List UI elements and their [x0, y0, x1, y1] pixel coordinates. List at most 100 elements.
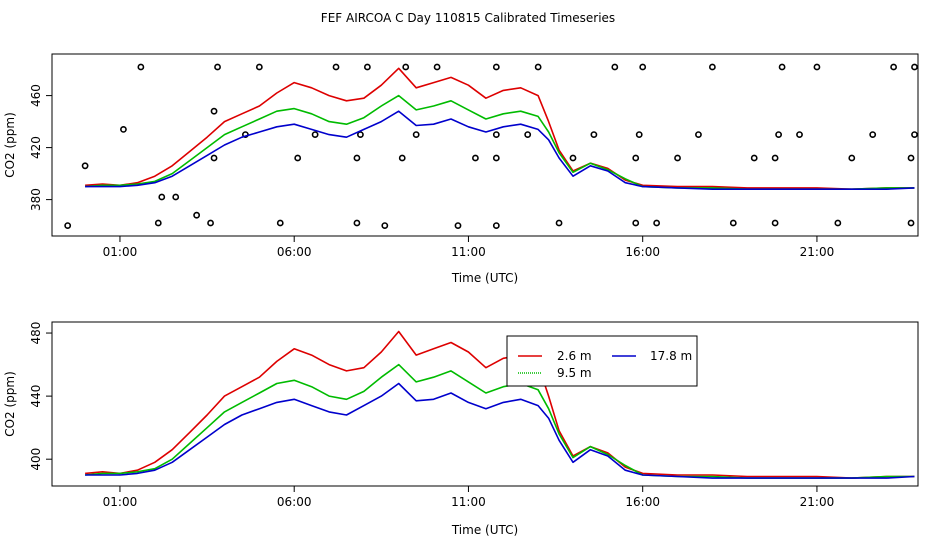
marker-point-14 — [276, 219, 284, 227]
top-series-line-17-8-m — [85, 110, 915, 190]
marker-point-40 — [632, 154, 640, 162]
legend-label-2-6m: 2.6 m — [557, 349, 592, 363]
marker-point-2 — [120, 125, 127, 133]
marker-point-32 — [492, 63, 500, 71]
marker-point-50 — [771, 154, 779, 162]
top-panel-frame — [51, 53, 919, 237]
bottom-panel: 01:00 06:00 11:00 16:00 21:00 400 440 480 Time … — [3, 321, 919, 537]
marker-point-15 — [294, 154, 302, 162]
top-panel-axes: 01:00 06:00 11:00 16:00 21:00 380 420 460 — [29, 84, 834, 259]
marker-point-59 — [907, 219, 915, 227]
top-panel-lines — [85, 67, 915, 190]
marker-point-47 — [729, 219, 737, 227]
top-x-tick-label-3: 16:00 — [625, 245, 660, 259]
bottom-y-tick-label-0: 400 — [29, 448, 43, 471]
top-x-tick-label-4: 21:00 — [800, 245, 835, 259]
legend: 2.6 m 17.8 m 9.5 m — [506, 335, 698, 387]
marker-point-41 — [635, 131, 643, 138]
marker-point-24 — [402, 63, 410, 71]
marker-point-37 — [590, 131, 598, 138]
bottom-panel-axes: 01:00 06:00 11:00 16:00 21:00 400 440 480 — [29, 322, 834, 509]
marker-point-38 — [611, 63, 619, 71]
bottom-y-tick-label-2: 480 — [29, 322, 43, 345]
marker-point-28 — [472, 154, 479, 162]
bottom-x-tick-label-2: 11:00 — [451, 495, 486, 509]
marker-point-21 — [363, 63, 371, 71]
marker-point-36 — [569, 154, 577, 162]
marker-point-1 — [81, 162, 89, 170]
top-panel-markers — [64, 63, 918, 229]
marker-point-33 — [524, 131, 532, 138]
marker-point-22 — [381, 222, 389, 229]
marker-point-13 — [255, 63, 263, 71]
bottom-x-tick-label-0: 01:00 — [103, 495, 138, 509]
marker-point-39 — [632, 219, 640, 227]
marker-point-43 — [653, 219, 661, 227]
top-x-tick-label-2: 11:00 — [451, 245, 486, 259]
bottom-series-line-2-6-m — [85, 330, 915, 479]
top-x-tick-label-1: 06:00 — [277, 245, 312, 259]
marker-point-11 — [214, 63, 221, 71]
legend-box — [506, 335, 698, 387]
top-y-tick-label-0: 380 — [29, 188, 43, 211]
bottom-series-line-9-5-m — [85, 363, 915, 479]
marker-point-35 — [555, 219, 563, 227]
marker-point-25 — [412, 131, 420, 138]
marker-point-26 — [433, 63, 441, 71]
marker-point-56 — [848, 154, 856, 162]
marker-point-7 — [193, 211, 201, 219]
marker-point-29 — [492, 222, 500, 229]
top-y-tick-label-1: 420 — [29, 136, 43, 159]
bottom-panel-frame — [51, 321, 919, 487]
top-series-line-2-6-m — [85, 67, 915, 190]
bottom-x-tick-label-4: 21:00 — [800, 495, 835, 509]
marker-point-20 — [357, 131, 364, 138]
marker-point-18 — [353, 219, 361, 227]
marker-point-5 — [158, 193, 166, 201]
marker-point-16 — [311, 131, 319, 138]
bottom-x-tick-label-3: 16:00 — [625, 495, 660, 509]
marker-point-19 — [353, 154, 361, 162]
top-y-tick-label-2: 460 — [29, 84, 43, 107]
marker-point-46 — [708, 63, 716, 71]
marker-point-61 — [911, 131, 918, 138]
marker-point-4 — [154, 219, 162, 227]
marker-point-54 — [813, 63, 821, 71]
chart-title: FEF AIRCOA C Day 110815 Calibrated Times… — [321, 11, 615, 25]
bottom-panel-lines — [85, 330, 915, 479]
bottom-panel-xlabel: Time (UTC) — [451, 523, 518, 537]
bottom-x-tick-label-1: 06:00 — [277, 495, 312, 509]
marker-point-10 — [210, 107, 218, 115]
marker-point-34 — [534, 63, 542, 71]
marker-point-6 — [172, 193, 180, 201]
marker-point-53 — [796, 131, 803, 138]
marker-point-17 — [332, 63, 340, 71]
marker-point-62 — [911, 63, 918, 71]
marker-point-0 — [64, 222, 72, 229]
marker-point-44 — [674, 154, 681, 162]
marker-point-51 — [775, 131, 783, 138]
marker-point-55 — [834, 219, 842, 227]
top-series-line-9-5-m — [85, 94, 915, 190]
marker-point-23 — [398, 154, 406, 162]
marker-point-9 — [210, 154, 218, 162]
bottom-series-line-17-8-m — [85, 382, 915, 479]
bottom-y-tick-label-1: 440 — [29, 385, 43, 408]
legend-label-9-5m: 9.5 m — [557, 366, 592, 380]
marker-point-8 — [207, 219, 214, 227]
marker-point-60 — [907, 154, 915, 162]
marker-point-3 — [137, 63, 145, 71]
top-panel-ylabel: CO2 (ppm) — [3, 112, 17, 178]
marker-point-42 — [639, 63, 647, 71]
marker-point-49 — [771, 219, 779, 227]
bottom-panel-ylabel: CO2 (ppm) — [3, 371, 17, 437]
marker-point-58 — [890, 63, 898, 71]
marker-point-30 — [492, 154, 500, 162]
top-panel-xlabel: Time (UTC) — [451, 271, 518, 285]
marker-point-57 — [869, 131, 877, 138]
marker-point-31 — [492, 131, 500, 138]
marker-point-45 — [695, 131, 702, 138]
top-x-tick-label-0: 01:00 — [103, 245, 138, 259]
marker-point-48 — [750, 154, 758, 162]
